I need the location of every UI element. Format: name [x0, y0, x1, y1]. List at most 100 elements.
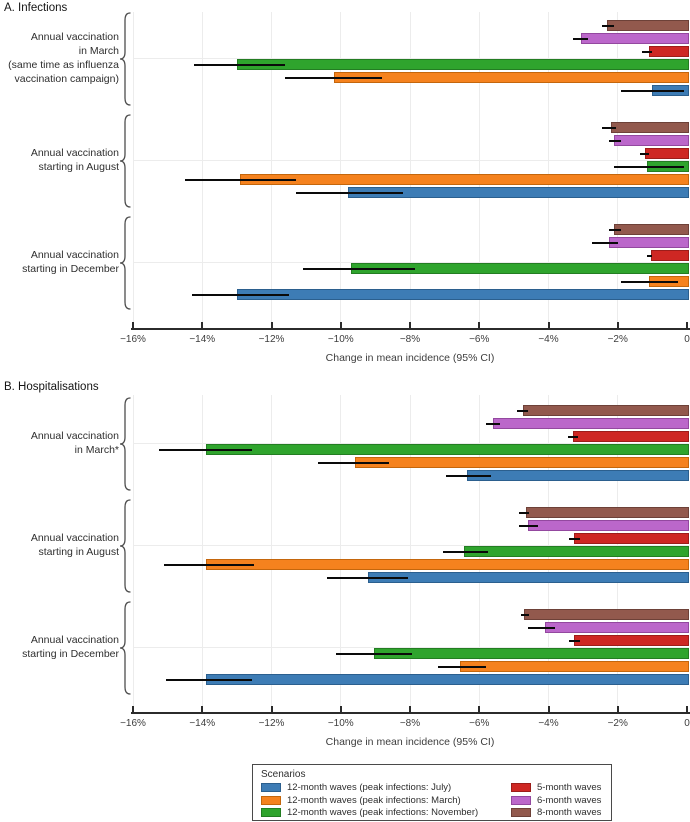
panel-a-axis-title: Change in mean incidence (95% CI)	[325, 352, 495, 364]
bar-m8	[524, 609, 689, 620]
bar-m5	[648, 46, 689, 57]
x-axis-tick-label: −14%	[189, 334, 216, 345]
x-axis-tick	[686, 322, 688, 328]
gridline-group-center	[133, 545, 689, 546]
legend-label: 12-month waves (peak infections: July)	[287, 782, 452, 793]
error-bar-m5	[569, 639, 580, 642]
gridline-group-center	[133, 443, 689, 444]
group-label-line: starting in December	[22, 648, 119, 660]
error-bar-mar	[184, 178, 296, 181]
group-label-line: Annual vaccination	[30, 147, 119, 159]
legend-title: Scenarios	[261, 769, 306, 780]
x-axis-tick-label: 0	[684, 334, 690, 345]
x-axis-tick-label: −12%	[258, 334, 285, 345]
error-bar-nov	[158, 448, 253, 451]
error-bar-m8	[602, 24, 615, 27]
x-axis-tick-label: −16%	[120, 718, 146, 729]
legend-label: 8-month waves	[537, 807, 602, 818]
error-bar-m6	[609, 139, 622, 142]
bar-jul	[236, 289, 689, 300]
x-axis-tick-label: −4%	[538, 718, 559, 729]
bar-m5	[574, 635, 689, 646]
error-bar-m5	[567, 435, 578, 438]
legend: Scenarios 12-month waves (peak infection…	[252, 764, 612, 821]
x-axis-tick	[409, 322, 411, 328]
error-bar-m8	[520, 613, 530, 616]
x-axis-tick	[201, 706, 204, 712]
x-axis-tick	[132, 706, 134, 712]
x-axis-tick	[686, 706, 688, 712]
group-label-line: starting in December	[22, 263, 119, 275]
error-bar-m5	[640, 152, 649, 155]
bar-m8	[522, 405, 689, 416]
legend-swatch-m5	[511, 783, 531, 792]
group-label-line: Annual vaccination	[30, 249, 119, 261]
x-axis-tick-label: −2%	[607, 334, 628, 345]
legend-label: 6-month waves	[537, 794, 602, 806]
group-brace	[119, 216, 131, 310]
group-brace	[119, 114, 131, 208]
error-bar-jul	[165, 678, 253, 681]
x-axis-tick	[616, 322, 619, 328]
x-axis-tick	[339, 706, 342, 712]
bar-m5	[574, 533, 689, 544]
bar-mar	[460, 661, 689, 672]
group-label: Annual vaccination starting in August	[0, 146, 119, 174]
gridline-group-center	[133, 647, 689, 648]
x-axis-tick	[547, 322, 550, 328]
group-brace	[119, 601, 131, 695]
error-bar-m6	[519, 524, 539, 527]
bar-nov	[205, 444, 689, 455]
x-axis-tick	[201, 322, 204, 328]
group-label-line: in March*	[74, 444, 119, 456]
legend-swatch-nov	[261, 808, 281, 817]
gridline-vertical	[201, 12, 203, 328]
x-axis-tick	[132, 322, 134, 328]
bar-m8	[525, 507, 689, 518]
legend-item-nov: 12-month waves (peak infections: Novembe…	[261, 807, 511, 818]
legend-item-m6: 6-month waves	[511, 795, 601, 806]
x-axis-tick	[547, 706, 550, 712]
error-bar-nov	[302, 267, 416, 270]
bar-nov	[236, 59, 689, 70]
bar-nov	[463, 546, 689, 557]
group-brace	[119, 499, 131, 593]
error-bar-m8	[609, 228, 622, 231]
bar-jul	[467, 470, 689, 481]
error-bar-mar	[437, 665, 487, 668]
x-axis-tick	[339, 322, 342, 328]
x-axis-tick	[270, 322, 273, 328]
bar-mar	[333, 72, 689, 83]
x-axis-tick-label: −4%	[538, 334, 559, 345]
x-axis-tick	[616, 706, 619, 712]
error-bar-nov	[335, 652, 412, 655]
legend-swatch-jul	[261, 783, 281, 792]
error-bar-nov	[442, 550, 488, 553]
group-label-line: (same time as influenza	[8, 59, 119, 71]
x-axis-tick-label: −8%	[399, 718, 421, 729]
legend-swatch-mar	[261, 795, 281, 805]
x-axis-tick-label: −14%	[189, 718, 216, 729]
bar-mar	[205, 559, 689, 570]
error-bar-jul	[446, 474, 492, 477]
gridline-vertical	[132, 395, 134, 712]
error-bar-m8	[519, 511, 530, 514]
group-brace	[119, 397, 131, 491]
bar-jul	[205, 674, 689, 685]
bar-mar	[240, 174, 689, 185]
gridline-vertical	[340, 395, 342, 712]
error-bar-mar	[285, 76, 383, 79]
panel-b-axis-title: Change in mean incidence (95% CI)	[325, 736, 495, 748]
bar-nov	[373, 648, 689, 659]
gridline-vertical	[478, 12, 480, 328]
bar-m6	[609, 237, 689, 248]
bar-jul	[368, 572, 689, 583]
legend-label: 12-month waves (peak infections: Novembe…	[287, 807, 479, 818]
gridline-vertical	[548, 12, 549, 328]
error-bar-mar	[164, 563, 255, 566]
gridline-vertical	[271, 12, 272, 328]
group-label-line: Annual vaccination	[30, 532, 119, 544]
legend-label: 12-month waves (peak infections: March)	[287, 794, 461, 806]
group-brace	[119, 12, 131, 106]
